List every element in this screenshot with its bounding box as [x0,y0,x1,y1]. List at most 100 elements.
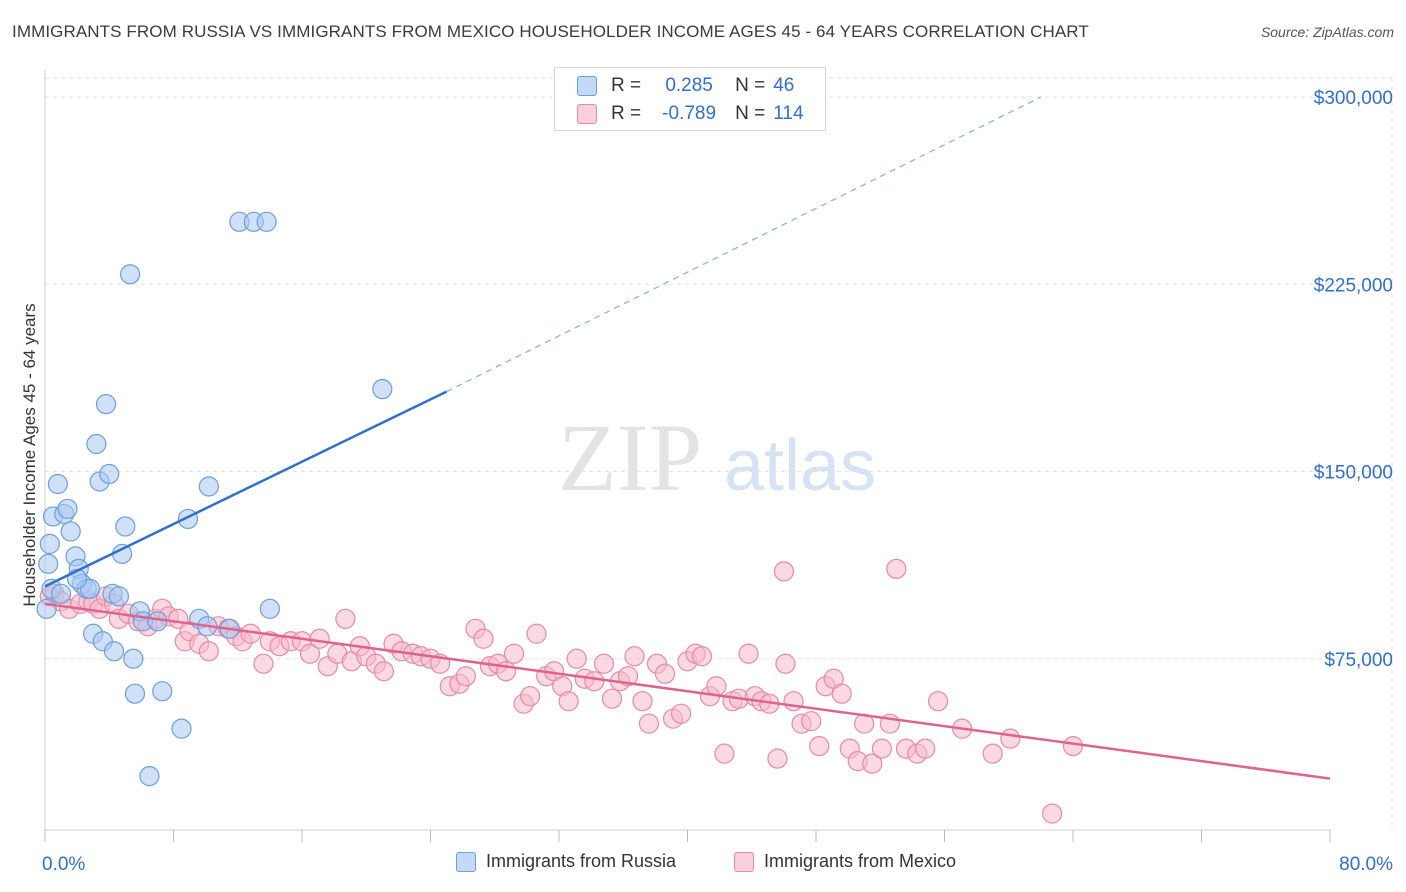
axes [44,70,1331,842]
mexico-point [1042,803,1063,824]
mexico-point [773,561,794,582]
russia-point [147,611,168,632]
legend-n-key: N = [735,75,766,96]
mexico-point [373,661,395,682]
mexico-point [927,691,949,712]
legend-row-russia: R = 0.285 N = 46 [577,73,794,99]
mexico-point [670,703,692,724]
mexico-point [706,676,727,697]
x-tick-label: 80.0% [1339,854,1393,875]
mexico-point [1000,728,1021,749]
mexico-point [654,663,676,684]
mexico-point [519,686,541,707]
mexico-point [198,641,219,662]
russia-point [120,264,141,285]
legend-swatch-russia [456,851,476,872]
russia-point [111,543,133,564]
mexico-points [39,558,1084,824]
chart-title: IMMIGRANTS FROM RUSSIA VS IMMIGRANTS FRO… [12,22,1089,41]
grid-lines [45,77,1393,830]
legend-swatch-mexico [577,104,597,124]
russia-point [198,476,219,497]
legend-label-russia: Immigrants from Russia [486,851,677,871]
legend-r-key: R = [611,75,642,96]
mexico-point [886,558,907,579]
russia-point [67,568,88,589]
trend-lines [44,96,1331,780]
russia-point [95,393,117,415]
y-tick-label: $225,000 [1314,275,1393,296]
legend-item-mexico: Immigrants from Mexico [734,851,956,872]
stats-legend: R = 0.285 N = 46 R = -0.789 N = 114 [554,67,826,131]
legend-item-russia: Immigrants from Russia [456,851,676,872]
russia-point [47,473,68,495]
mexico-point [455,666,476,687]
russia-point [39,533,60,555]
mexico-point [862,753,883,774]
russia-point [123,648,144,669]
mexico-point [593,653,615,674]
mexico-point [473,628,494,649]
mexico-point [601,688,623,709]
russia-point [124,683,146,704]
legend-row-mexico: R = -0.789 N = 114 [577,101,804,127]
y-tick-label: $300,000 [1314,88,1393,109]
legend-r-value: -0.789 [662,103,717,124]
russia-point [259,598,280,619]
mexico-point [624,646,645,667]
russia-point [50,583,72,604]
mexico-point [915,738,936,759]
russia-point [115,516,136,537]
mexico-point [767,748,788,769]
mexico-point [714,743,735,764]
russia-point [256,211,277,232]
mexico-point [1062,736,1084,757]
x-tick-label: 0.0% [42,854,85,875]
source-credit: Source: ZipAtlas.com [1260,24,1394,40]
mexico-point [309,628,330,649]
tick-labels: $75,000 $150,000 $225,000 $300,000 0.0% 80.0% [42,88,1393,875]
y-tick-label: $150,000 [1314,463,1393,484]
mexico-point [503,643,525,664]
mexico-point [632,691,653,712]
watermark-zip: ZIP [558,404,702,511]
russia-point [372,379,393,400]
y-axis-label: Householder Income Ages 45 - 64 years [20,303,39,607]
mexico-point [738,643,759,664]
mexico-point [775,653,796,674]
watermark-atlas: atlas [724,426,876,506]
russia-point [103,641,125,662]
russia-point [99,463,120,485]
legend-n-value: 114 [773,103,804,124]
mexico-trend-line [44,602,1331,780]
mexico-point [691,646,713,667]
legend-label-mexico: Immigrants from Mexico [764,851,957,871]
mexico-point [871,738,892,759]
russia-point [60,521,81,542]
mexico-point [638,713,660,734]
mexico-point [566,648,587,669]
watermark: ZIP atlas [558,404,876,511]
mexico-point [526,623,547,644]
legend-swatch-mexico [734,851,754,872]
mexico-point [809,736,830,757]
legend-r-value: 0.285 [665,75,713,96]
russia-point [38,553,59,574]
mexico-point [584,671,605,692]
russia-point [57,498,78,520]
russia-trend-line [44,390,448,588]
series-legend: Immigrants from Russia Immigrants from M… [0,851,1406,877]
mexico-point [831,683,852,704]
legend-n-value: 46 [773,75,795,96]
legend-swatch-russia [577,76,597,96]
mexico-point [783,691,804,712]
russia-point [86,433,107,455]
russia-point [108,586,129,607]
mexico-point [558,691,579,712]
legend-n-key: N = [735,103,766,124]
mexico-point [335,608,356,629]
mexico-point [299,643,321,664]
russia-points [36,211,393,787]
russia-point [152,681,173,702]
